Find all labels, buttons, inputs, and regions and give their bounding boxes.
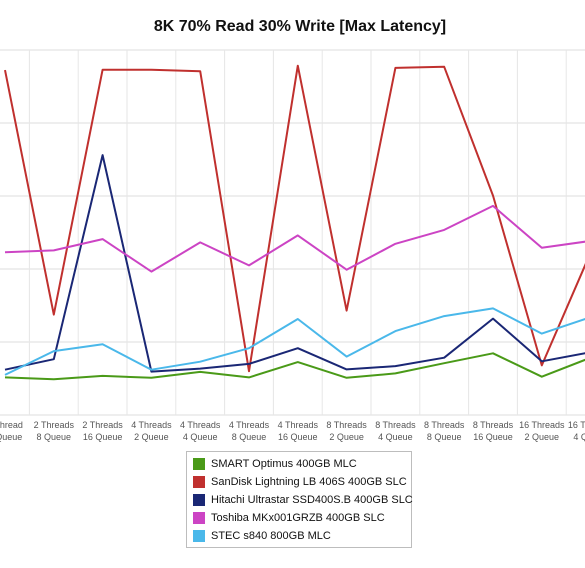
legend-label: STEC s840 800GB MLC: [211, 530, 331, 542]
series-line-2: [4, 154, 585, 373]
series-line-4: [4, 307, 585, 376]
legend-label: SanDisk Lightning LB 406S 400GB SLC: [211, 476, 407, 488]
x-tick-label: 8 Threads 16 Queue: [473, 420, 514, 442]
legend-item: SMART Optimus 400GB MLC: [187, 455, 411, 473]
legend-swatch: [193, 476, 205, 488]
x-tick-label: 16 Threads 2 Queue: [519, 420, 565, 442]
legend-item: Hitachi Ultrastar SSD400S.B 400GB SLC: [187, 491, 413, 509]
legend-swatch: [193, 512, 205, 524]
series-line-0: [4, 352, 585, 381]
chart-title: 8K 70% Read 30% Write [Max Latency]: [153, 18, 447, 35]
x-tick-label: 4 Threads 16 Queue: [278, 420, 319, 442]
legend-swatch: [193, 458, 205, 470]
x-tick-label: 4 Threads 4 Queue: [180, 420, 221, 442]
legend-swatch: [193, 530, 205, 542]
x-tick-label: 8 Threads 4 Queue: [375, 420, 416, 442]
x-tick-label: 4 Threads 8 Queue: [229, 420, 270, 442]
x-tick-label: 4 Threads 2 Queue: [131, 420, 172, 442]
series-line-3: [4, 204, 585, 273]
x-tick-label: 8 Threads 2 Queue: [326, 420, 367, 442]
legend-label: SMART Optimus 400GB MLC: [211, 458, 357, 470]
legend-item: STEC s840 800GB MLC: [187, 527, 411, 545]
legend-label: Toshiba MKx001GRZB 400GB SLC: [211, 512, 385, 524]
x-tick-label: 1 Thread4 Queue: [0, 420, 23, 442]
legend-item: SanDisk Lightning LB 406S 400GB SLC: [187, 473, 411, 491]
x-tick-label: 2 Threads 8 Queue: [34, 420, 75, 442]
legend-label: Hitachi Ultrastar SSD400S.B 400GB SLC: [211, 494, 413, 506]
legend-item: Toshiba MKx001GRZB 400GB SLC: [187, 509, 411, 527]
series-line-1: [4, 64, 585, 373]
x-tick-label: 8 Threads 8 Queue: [424, 420, 465, 442]
legend-swatch: [193, 494, 205, 506]
x-tick-label: 2 Threads 16 Queue: [82, 420, 123, 442]
series-lines: [4, 64, 585, 381]
legend: SMART Optimus 400GB MLC SanDisk Lightning…: [186, 451, 413, 548]
